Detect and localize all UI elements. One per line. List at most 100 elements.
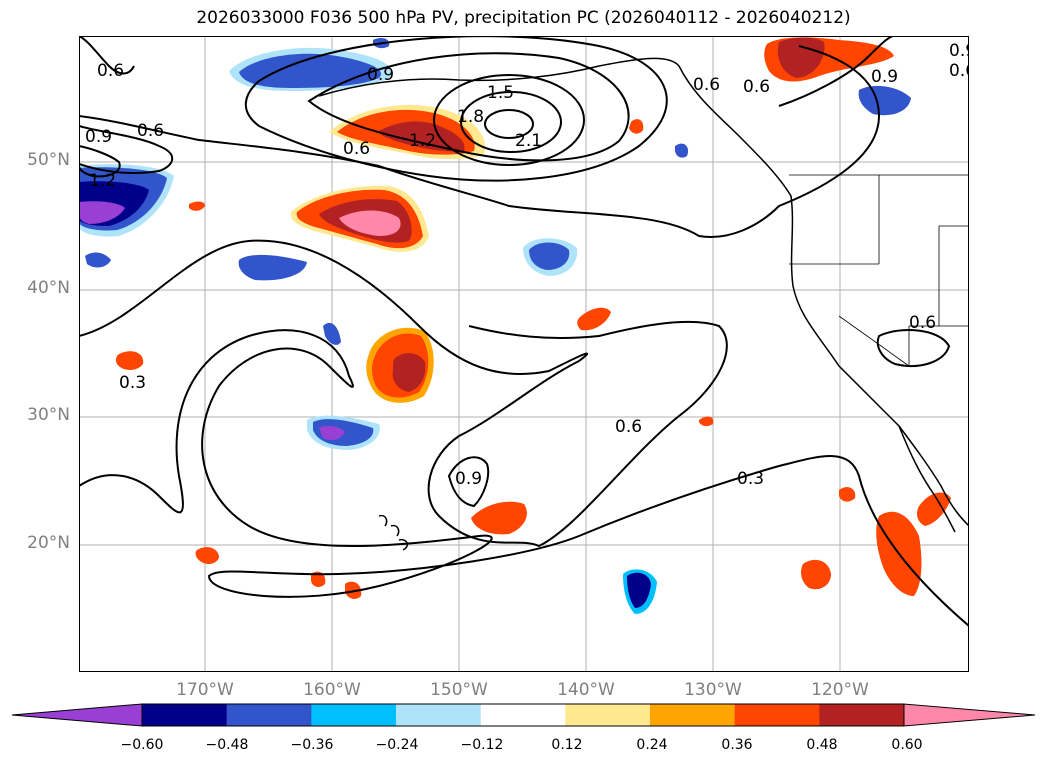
contour-0-6-nw (79, 36, 135, 75)
contour-label: 0.9 (455, 469, 482, 489)
contour-label: 1.2 (89, 171, 116, 191)
alaska-coast (318, 57, 680, 97)
precip-blob-ne-dark (777, 37, 825, 78)
precip-blob-small-9 (839, 487, 856, 502)
contour-label: 1.5 (487, 83, 514, 103)
contour-label: 1.8 (457, 107, 484, 127)
colorbar-tick-label: 0.48 (806, 737, 838, 753)
contour-1-5 (433, 74, 585, 166)
precip-blob-small-7 (345, 581, 362, 599)
precip-blob-central-max (339, 210, 401, 236)
precip-positive-areas (115, 37, 951, 599)
contour-0-6-east (876, 329, 951, 367)
contour-label: 0.9 (871, 67, 898, 87)
lat-label-50n: 50°N (27, 150, 70, 170)
lon-label-140w: 140°W (557, 680, 615, 700)
colorbar-tick-label: 0.36 (721, 737, 753, 753)
contour-label: 0.6 (137, 121, 164, 141)
precip-neg-nw-core (239, 53, 382, 88)
contour-label: 0.6 (693, 75, 720, 95)
colorbar-extend-low (11, 703, 143, 727)
lon-label-170w: 170°W (176, 680, 234, 700)
coastlines (318, 57, 969, 551)
contour-label: 0.9 (367, 65, 394, 85)
contour-0-9-ne (778, 36, 895, 107)
state-border-3 (838, 315, 910, 367)
colorbar-tick-label: −0.36 (290, 737, 334, 753)
precip-neg-mid-dark (319, 425, 345, 440)
colorbar-segment (226, 704, 312, 726)
contour-labels: 0.6 0.9 0.9 0.6 1.2 1.5 1.8 2.1 1.2 0.6 … (85, 41, 969, 489)
precip-blob-small-6 (311, 571, 326, 587)
precip-neg-small-4-core (627, 572, 651, 608)
contour-label: 0.9 (949, 41, 969, 61)
map-border (79, 36, 969, 672)
colorbar-tick-label: −0.48 (205, 737, 249, 753)
map-panel: 0.6 0.9 0.9 0.6 1.2 1.5 1.8 2.1 1.2 0.6 … (79, 36, 969, 672)
colorbar-tick-label: −0.12 (460, 737, 504, 753)
contour-label: 0.3 (737, 469, 764, 489)
contour-label: 0.6 (909, 313, 936, 333)
precip-neg-small-6 (85, 252, 111, 268)
contour-label: 0.6 (97, 61, 124, 81)
precip-blob-mid-dark (392, 353, 426, 392)
precip-neg-small-2-core (529, 242, 570, 270)
precip-blob-small-1 (115, 351, 144, 370)
colorbar-segment (311, 704, 397, 726)
contour-0-6-north (79, 45, 881, 238)
contour-label: 2.1 (515, 131, 542, 151)
colorbar-tick-label: −0.60 (120, 737, 164, 753)
lon-label-150w: 150°W (430, 680, 488, 700)
colorbar-tick-label: −0.24 (375, 737, 419, 753)
lat-label-40n: 40°N (27, 278, 70, 298)
lon-label-160w: 160°W (303, 680, 361, 700)
colorbar-segment (480, 704, 566, 726)
colorbar-outline (141, 703, 905, 727)
colorbar-segment (565, 704, 651, 726)
colorbar-segment (734, 704, 820, 726)
colorbar-tick-label: 0.60 (891, 737, 923, 753)
borders (789, 174, 969, 367)
contour-0-9-west (79, 145, 121, 178)
colorbar-segment (819, 704, 905, 726)
precip-blob-east-2 (917, 492, 951, 526)
contour-label: 0.6 (615, 417, 642, 437)
colorbar-segment (650, 704, 736, 726)
precip-blob-small-4 (189, 201, 205, 211)
contour-0-9-south (447, 456, 490, 508)
contour-label: 0.3 (119, 373, 146, 393)
colorbar-segment (396, 704, 482, 726)
precip-blob-east-3 (801, 559, 831, 590)
contour-1-8 (460, 91, 562, 153)
contour-2-1 (484, 109, 534, 139)
baja-peninsula (898, 425, 956, 533)
contour-0-3 (79, 329, 969, 627)
colorbar-segments (11, 703, 1036, 727)
contour-0-6-west (79, 125, 174, 175)
precip-neg-small-5 (858, 85, 911, 116)
contour-1-2 (307, 52, 630, 162)
figure-title: 2026033000 F036 500 hPa PV, precipitatio… (196, 8, 851, 28)
lon-label-120w: 120°W (811, 680, 869, 700)
precip-blob-hawaii-ne (471, 501, 527, 535)
precip-neg-small-3 (323, 322, 341, 345)
colorbar-tick-label: 0.24 (636, 737, 668, 753)
lat-label-30n: 30°N (27, 405, 70, 425)
contour-label: 0.6 (743, 77, 770, 97)
contour-label: 0.6 (343, 139, 370, 159)
contour-label: 1.2 (409, 131, 436, 151)
lat-label-20n: 20°N (27, 533, 70, 553)
contour-0-6-south (79, 239, 728, 548)
colorbar-extend-high (903, 703, 1036, 727)
precip-blob-small-8 (699, 416, 714, 427)
precip-neg-small-7 (675, 143, 689, 158)
precip-neg-west-max (79, 201, 125, 224)
precip-blob-small-2 (195, 547, 219, 564)
colorbar-segment (142, 704, 228, 726)
contour-label: 0.9 (85, 127, 112, 147)
precip-blob-gulf-alaska-dark (379, 121, 465, 152)
colorbar (11, 703, 1036, 727)
contour-label: 0.6 (949, 61, 969, 81)
precip-neg-small-1 (238, 254, 307, 281)
precip-blob-small-5 (629, 119, 644, 134)
